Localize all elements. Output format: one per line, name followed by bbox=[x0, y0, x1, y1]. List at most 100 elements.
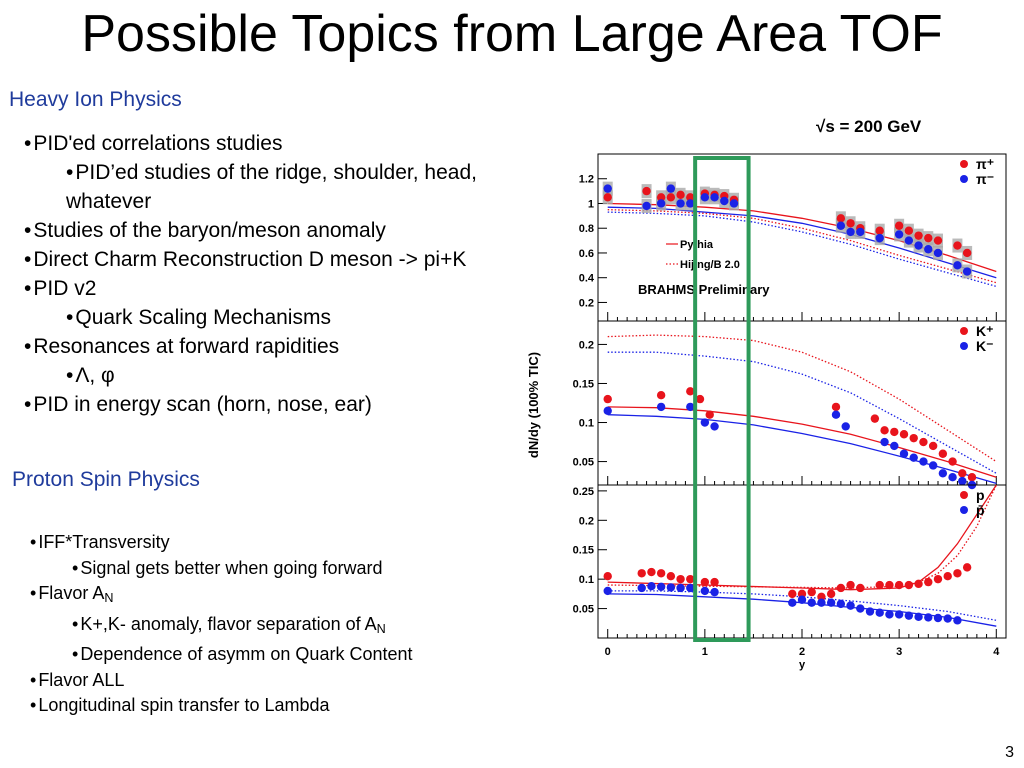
panel-kaon bbox=[597, 320, 1007, 490]
data-point-red bbox=[826, 589, 836, 599]
bullet-text: Dependence of asymm on Quark Content bbox=[80, 644, 413, 665]
bullet-list-heavy-ion: •PID'ed correlations studies •PID’ed stud… bbox=[24, 129, 524, 419]
y-tick-label: 0.8 bbox=[579, 223, 594, 235]
preliminary-annotation: BRAHMS Preliminary bbox=[638, 282, 770, 297]
bullet-dot: • bbox=[30, 695, 37, 716]
data-point-red bbox=[603, 572, 612, 581]
data-point-blue bbox=[710, 587, 719, 597]
data-point-blue bbox=[943, 614, 952, 623]
data-point-red bbox=[603, 394, 612, 404]
data-point-red bbox=[676, 190, 685, 200]
data-point-red bbox=[914, 579, 923, 589]
data-point-blue bbox=[656, 402, 666, 412]
y-tick-label: 0.15 bbox=[573, 545, 594, 557]
data-point-red bbox=[885, 580, 894, 590]
section-heading-heavy-ion: Heavy Ion Physics bbox=[9, 88, 182, 111]
data-point-red bbox=[666, 193, 676, 202]
data-point-blue bbox=[909, 453, 918, 462]
data-point-blue bbox=[637, 583, 646, 593]
data-point-blue bbox=[676, 583, 685, 593]
data-point-blue bbox=[846, 227, 855, 237]
legend-label: K⁻ bbox=[976, 338, 994, 354]
data-point-red bbox=[919, 437, 928, 447]
data-point-red bbox=[807, 587, 816, 597]
bullet-text: Resonances at forward rapidities bbox=[33, 335, 340, 358]
data-point-red bbox=[656, 193, 666, 202]
bullet-dot: • bbox=[24, 335, 32, 358]
model-legend-label: Hijing/B 2.0 bbox=[680, 259, 740, 271]
y-axis-label: dN/dy (100% TIC) bbox=[526, 352, 541, 458]
data-point-red bbox=[831, 402, 841, 412]
bullet-item: •Direct Charm Reconstruction D meson -> … bbox=[24, 245, 524, 274]
bullet-item: • Flavor ALL bbox=[30, 668, 550, 694]
data-point-red bbox=[909, 433, 918, 443]
legend-marker bbox=[960, 342, 968, 350]
bullet-text: PID in energy scan (horn, nose, ear) bbox=[33, 393, 372, 416]
data-point-red bbox=[962, 563, 972, 572]
bullet-dot: • bbox=[24, 277, 32, 300]
data-point-blue bbox=[836, 221, 846, 230]
legend-marker bbox=[960, 491, 968, 499]
panel-pion bbox=[597, 153, 1007, 322]
data-point-blue bbox=[647, 582, 656, 591]
data-point-blue bbox=[729, 199, 739, 208]
bullet-text: IFF*Transversity bbox=[38, 532, 170, 552]
data-point-red bbox=[705, 410, 714, 419]
data-point-red bbox=[933, 574, 943, 584]
data-point-red bbox=[928, 441, 938, 451]
data-point-blue bbox=[962, 267, 972, 276]
data-point-blue bbox=[797, 595, 807, 604]
data-point-blue bbox=[924, 613, 933, 622]
model-curve-solid bbox=[607, 484, 997, 591]
data-point-red bbox=[875, 226, 884, 235]
y-tick-label: 1 bbox=[588, 198, 594, 210]
data-point-blue bbox=[953, 616, 962, 625]
bullet-item: •Studies of the baryon/meson anomaly bbox=[24, 216, 524, 245]
y-tick-label: 0.4 bbox=[579, 273, 595, 285]
y-tick-label: 1.2 bbox=[579, 174, 594, 186]
data-point-blue bbox=[710, 193, 719, 202]
data-point-blue bbox=[686, 583, 695, 593]
bullet-text: Flavor A bbox=[38, 583, 105, 603]
bullet-dot: • bbox=[24, 248, 32, 271]
data-point-blue bbox=[865, 607, 875, 616]
y-tick-label: 0.6 bbox=[579, 248, 594, 260]
bullet-item: • Dependence of asymm on Quark Content bbox=[30, 642, 550, 668]
data-point-blue bbox=[817, 598, 826, 607]
data-point-blue bbox=[700, 193, 710, 202]
y-tick-label: 0.2 bbox=[579, 297, 594, 309]
bullet-dot: • bbox=[30, 583, 37, 603]
data-point-red bbox=[924, 233, 933, 243]
data-point-blue bbox=[933, 613, 943, 623]
bullet-text: PID'ed correlations studies bbox=[33, 132, 283, 155]
legend-label: p bbox=[976, 487, 985, 503]
data-point-red bbox=[788, 589, 797, 599]
data-point-blue bbox=[603, 586, 612, 596]
data-point-blue bbox=[856, 604, 865, 613]
data-point-blue bbox=[948, 472, 957, 482]
legend-marker bbox=[960, 506, 968, 514]
data-point-blue bbox=[686, 199, 695, 208]
data-point-blue bbox=[686, 402, 695, 412]
data-point-red bbox=[924, 577, 933, 587]
page-number: 3 bbox=[1005, 744, 1014, 761]
brahms-dndy-figure: √s = 200 GeV0.20.40.60.811.2π⁺π⁻PythiaHi… bbox=[526, 117, 1007, 671]
data-point-blue bbox=[919, 457, 928, 466]
data-point-blue bbox=[836, 599, 846, 609]
panel-frame bbox=[597, 484, 1007, 639]
data-point-blue bbox=[666, 184, 676, 193]
data-point-red bbox=[933, 236, 943, 245]
legend-label: p̄ bbox=[976, 502, 985, 518]
data-point-red bbox=[710, 577, 719, 587]
bullet-text: Flavor ALL bbox=[38, 669, 125, 690]
data-point-blue bbox=[933, 248, 943, 258]
data-point-blue bbox=[928, 461, 938, 470]
bullet-dot: • bbox=[30, 532, 37, 552]
x-tick-label: 2 bbox=[799, 646, 805, 658]
data-point-blue bbox=[603, 184, 612, 193]
data-point-blue bbox=[700, 586, 710, 596]
data-point-red bbox=[676, 574, 685, 584]
data-point-blue bbox=[720, 196, 729, 206]
model-curve-dotted bbox=[607, 209, 997, 284]
data-point-blue bbox=[938, 469, 948, 478]
